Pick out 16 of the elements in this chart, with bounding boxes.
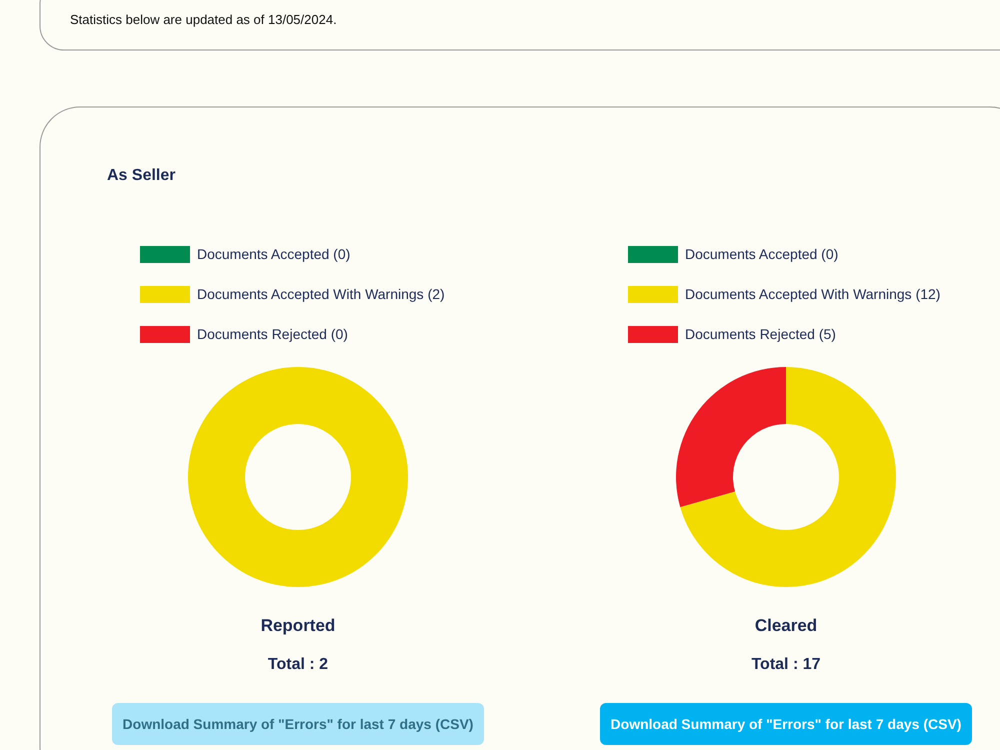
- text: Reported: [260, 616, 336, 635]
- text: Statistics below are updated as of 13/05/2024.: [70, 12, 337, 27]
- text: As Seller: [107, 167, 176, 184]
- text: Total : 2: [268, 656, 328, 673]
- legend-label: Documents Accepted (0): [197, 246, 350, 262]
- donut-slice: [680, 367, 896, 587]
- legend-label: Documents Accepted (0): [685, 246, 838, 262]
- text: Cleared: [754, 616, 818, 635]
- donut-slice: [676, 367, 786, 508]
- legend-label: Documents Rejected (0): [197, 326, 348, 342]
- text: Total : 17: [751, 656, 821, 673]
- legend-label: Documents Accepted With Warnings (2): [197, 286, 445, 302]
- text: Download Summary of "Errors" for last 7 days (CSV): [122, 716, 474, 732]
- legend-label: Documents Rejected (5): [685, 326, 836, 342]
- text: Download Summary of "Errors" for last 7 days (CSV): [610, 716, 962, 732]
- legend-label: Documents Accepted With Warnings (12): [685, 286, 940, 302]
